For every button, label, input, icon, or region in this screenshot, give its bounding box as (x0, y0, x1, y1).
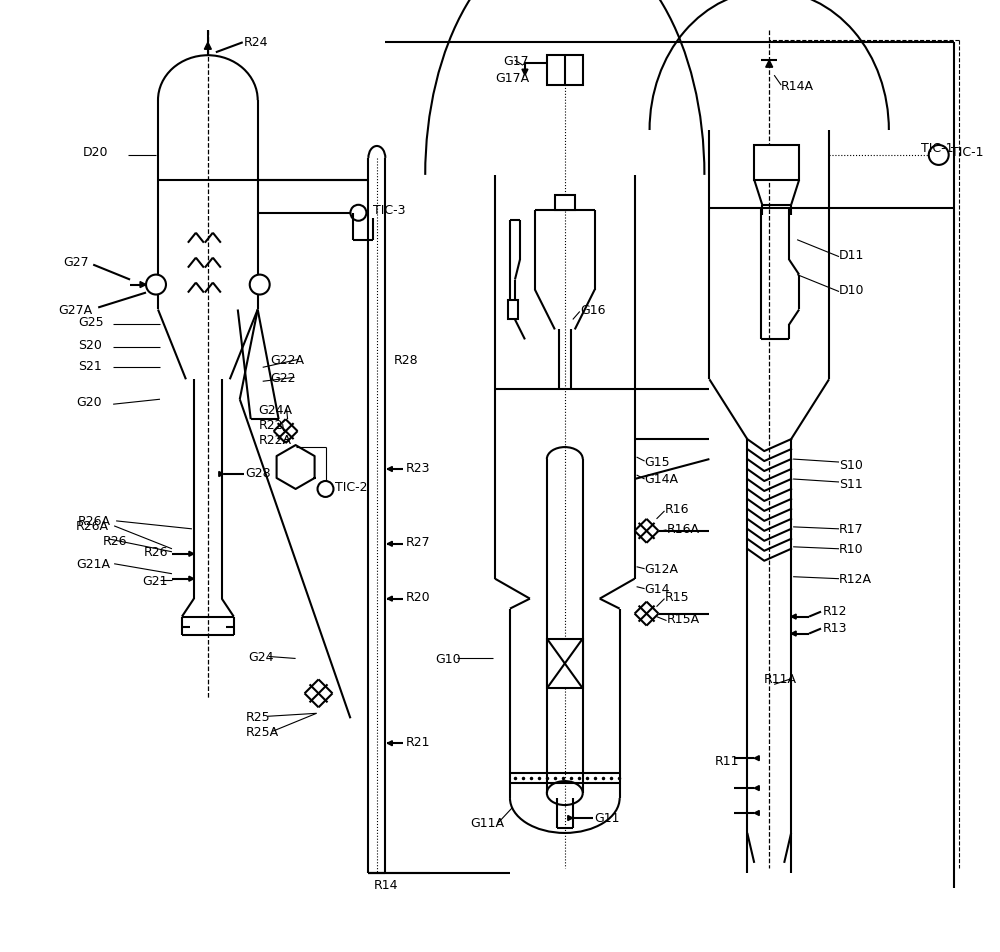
Text: R28: R28 (393, 353, 418, 367)
Text: G17A: G17A (495, 71, 529, 85)
Text: R27: R27 (405, 536, 430, 548)
Text: G22A: G22A (271, 353, 305, 367)
Text: TIC-3: TIC-3 (373, 204, 406, 217)
Text: R11A: R11A (764, 672, 797, 685)
Text: R16A: R16A (667, 523, 700, 536)
Polygon shape (189, 577, 194, 582)
Text: TIC-1: TIC-1 (951, 147, 983, 159)
Text: R16: R16 (665, 503, 689, 516)
Polygon shape (387, 467, 392, 472)
Bar (555, 195, 575, 210)
Text: G22: G22 (271, 371, 296, 385)
Text: G21: G21 (142, 575, 168, 587)
Polygon shape (387, 597, 392, 602)
Text: R13: R13 (823, 622, 848, 634)
Text: G27: G27 (63, 256, 89, 268)
Text: D20: D20 (83, 147, 109, 159)
Circle shape (929, 146, 949, 166)
Text: G15: G15 (645, 455, 670, 468)
Text: G24A: G24A (259, 404, 293, 416)
Text: R25: R25 (246, 710, 270, 723)
Bar (547, 639, 583, 688)
Polygon shape (387, 542, 392, 546)
Circle shape (250, 275, 270, 295)
Polygon shape (791, 631, 796, 636)
Text: R22: R22 (259, 418, 283, 431)
Polygon shape (766, 61, 773, 69)
Text: R12: R12 (823, 605, 848, 618)
Text: R14: R14 (373, 879, 398, 891)
Text: R15A: R15A (667, 612, 700, 625)
Text: G25: G25 (78, 316, 104, 328)
Text: G11A: G11A (470, 817, 504, 829)
Text: R15: R15 (665, 590, 689, 604)
Text: G24: G24 (249, 650, 274, 664)
Text: R21: R21 (405, 735, 430, 748)
Text: S11: S11 (839, 478, 863, 491)
Text: G12A: G12A (645, 563, 679, 576)
Text: G27A: G27A (58, 304, 92, 317)
Polygon shape (189, 552, 194, 557)
Circle shape (318, 482, 333, 497)
Text: G21A: G21A (76, 558, 110, 570)
Polygon shape (219, 472, 224, 477)
Text: G10: G10 (435, 652, 461, 665)
Polygon shape (568, 816, 573, 821)
Text: D11: D11 (839, 248, 864, 262)
Text: G11: G11 (595, 811, 620, 823)
Text: R26A: R26A (76, 520, 109, 533)
Text: R17: R17 (839, 523, 864, 536)
Text: R26: R26 (144, 545, 169, 559)
Circle shape (350, 206, 366, 222)
Polygon shape (754, 785, 759, 791)
Text: R20: R20 (405, 590, 430, 604)
Text: G14: G14 (645, 583, 670, 596)
Bar (754, 146, 799, 181)
Text: R10: R10 (839, 543, 864, 556)
Text: R11: R11 (714, 754, 739, 767)
Text: G20: G20 (76, 395, 102, 408)
Text: S21: S21 (78, 360, 102, 372)
Text: TIC-1: TIC-1 (921, 142, 954, 155)
Text: R24: R24 (244, 36, 268, 49)
Text: R14A: R14A (781, 80, 814, 92)
Text: R23: R23 (405, 461, 430, 474)
Polygon shape (754, 756, 759, 761)
Text: R26A: R26A (78, 515, 111, 527)
Text: D10: D10 (839, 284, 865, 297)
Text: G16: G16 (580, 304, 605, 317)
Polygon shape (791, 614, 796, 620)
Text: G28: G28 (246, 466, 271, 479)
Text: R22A: R22A (259, 433, 292, 446)
Text: R12A: R12A (839, 572, 872, 585)
Text: S10: S10 (839, 458, 863, 471)
Polygon shape (522, 70, 528, 76)
Bar (508, 300, 518, 320)
Text: TIC-2: TIC-2 (335, 481, 368, 494)
Bar (547, 56, 583, 86)
Text: G17: G17 (503, 54, 529, 68)
Text: S20: S20 (78, 339, 102, 351)
Polygon shape (140, 283, 146, 288)
Polygon shape (754, 811, 759, 816)
Circle shape (146, 275, 166, 295)
Text: R26: R26 (103, 535, 128, 547)
Text: R25A: R25A (246, 725, 279, 738)
Polygon shape (387, 741, 392, 746)
Polygon shape (204, 43, 211, 50)
Text: G14A: G14A (645, 473, 679, 486)
